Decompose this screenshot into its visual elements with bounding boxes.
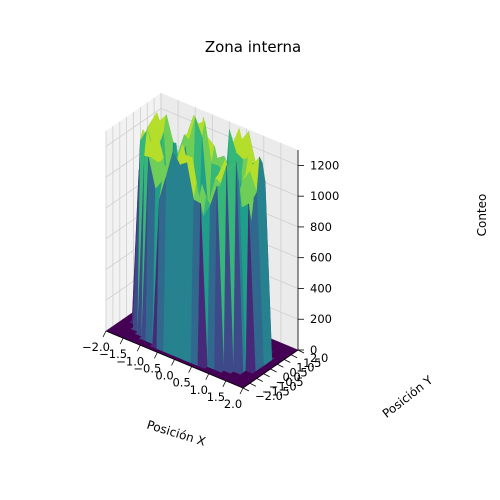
x-tick-label: 0.0 bbox=[155, 369, 173, 383]
y-tick-label: −1.5 bbox=[262, 384, 290, 398]
z-tick-label: 200 bbox=[310, 312, 332, 326]
y-tick-label: 0.5 bbox=[289, 365, 307, 379]
y-tick-label: −1.0 bbox=[269, 380, 297, 394]
y-tick-label: −2.0 bbox=[255, 389, 283, 403]
y-tick-label: 1.0 bbox=[296, 361, 314, 375]
z-tick-label: 800 bbox=[310, 220, 332, 234]
tick-labels: −2.0−1.5−1.0−0.50.00.51.01.52.0−2.0−1.5−… bbox=[82, 158, 339, 411]
z-tick-label: 0 bbox=[310, 343, 317, 357]
y-tick-label: −0.5 bbox=[276, 375, 304, 389]
y-tick-label: 1.5 bbox=[303, 356, 321, 370]
z-tick-label: 1000 bbox=[310, 189, 339, 203]
y-tick-label: 2.0 bbox=[310, 351, 328, 365]
x-tick-label: −1.5 bbox=[99, 347, 127, 361]
z-tick-label: 400 bbox=[310, 281, 332, 295]
x-tick-label: 1.5 bbox=[207, 390, 225, 404]
y-axis-label: Posición Y bbox=[380, 373, 436, 421]
surface-mesh bbox=[105, 112, 299, 389]
x-tick-label: 0.5 bbox=[172, 376, 190, 390]
x-tick-label: 1.0 bbox=[190, 383, 208, 397]
z-axis-label: Conteo bbox=[475, 194, 489, 237]
x-axis-label: Posición X bbox=[145, 418, 207, 449]
x-tick-label: 2.0 bbox=[224, 397, 242, 411]
y-tick-label: 0.0 bbox=[283, 370, 301, 384]
x-tick-label: −1.0 bbox=[116, 354, 144, 368]
x-tick-label: −2.0 bbox=[82, 340, 110, 354]
x-tick-label: −0.5 bbox=[133, 361, 161, 375]
z-tick-label: 1200 bbox=[310, 158, 339, 172]
chart-title: Zona interna bbox=[205, 38, 301, 56]
z-tick-label: 600 bbox=[310, 251, 332, 265]
